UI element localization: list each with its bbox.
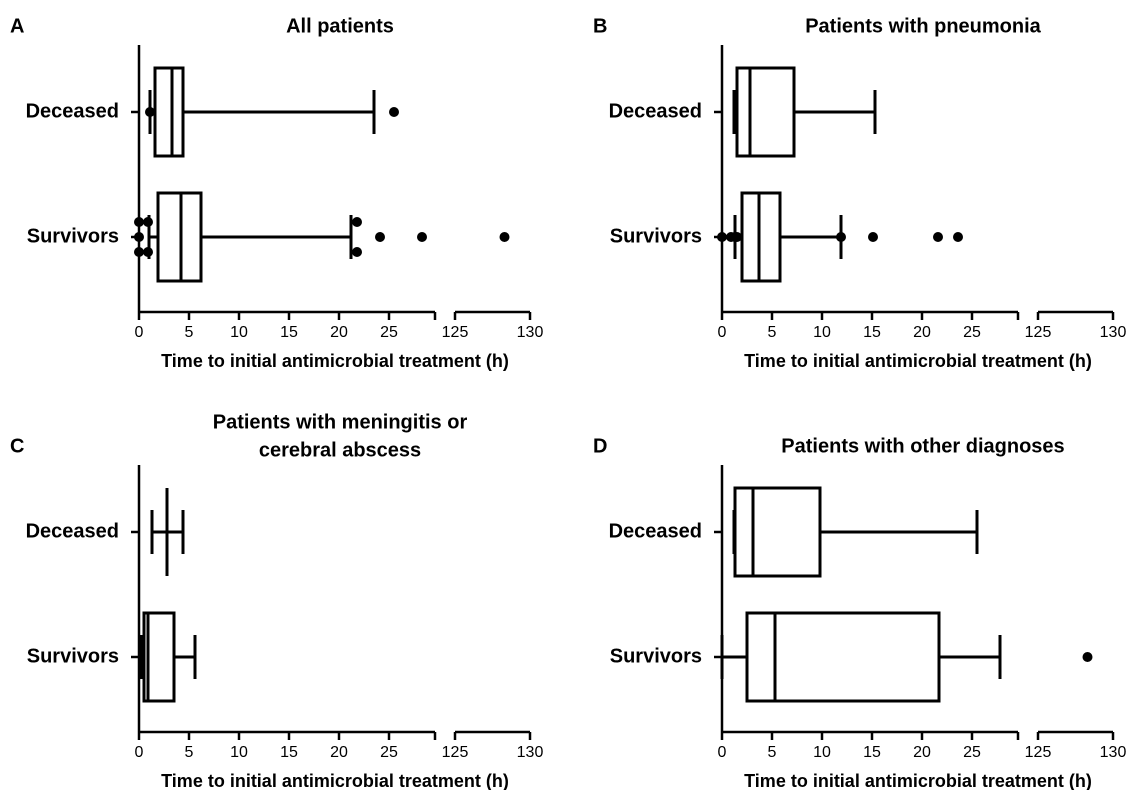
x-tick-label: 25: [380, 744, 398, 761]
x-tick-label: 20: [913, 744, 931, 761]
outlier: [389, 107, 399, 117]
outlier: [375, 232, 385, 242]
panel-title: Patients with meningitis or: [213, 411, 468, 433]
x-tick-label: 25: [963, 324, 981, 341]
outlier: [953, 232, 963, 242]
outlier: [134, 217, 144, 227]
x-tick-label: 5: [185, 324, 194, 341]
x-tick-label: 25: [963, 744, 981, 761]
x-axis-label: Time to initial antimicrobial treatment …: [744, 351, 1092, 371]
x-tick-label: 20: [330, 744, 348, 761]
panel: A All patients 0 5 10 15 20 25 125 130 Time to ini…: [10, 15, 543, 370]
y-tick-label: Deceased: [609, 520, 702, 542]
x-tick-label: 10: [230, 744, 248, 761]
x-tick-label: 10: [813, 744, 831, 761]
panel-title: Patients with other diagnoses: [781, 435, 1064, 457]
panel-label: A: [10, 15, 24, 37]
x-axis-label: Time to initial antimicrobial treatment …: [744, 771, 1092, 790]
panel-title: cerebral abscess: [259, 439, 421, 461]
x-tick-label: 0: [718, 324, 727, 341]
panel-label: D: [593, 435, 607, 457]
panel-label: B: [593, 15, 607, 37]
y-tick-label: Deceased: [26, 520, 119, 542]
x-tick-label: 20: [330, 324, 348, 341]
x-tick-label: 15: [280, 744, 298, 761]
outlier: [933, 232, 943, 242]
x-tick-label: 20: [913, 324, 931, 341]
box: [735, 66, 796, 158]
x-tick-label: 25: [380, 324, 398, 341]
x-axis-label: Time to initial antimicrobial treatment …: [161, 351, 509, 371]
outlier: [145, 107, 155, 117]
panel: D Patients with other diagnoses 0 5 10 15 20 25…: [593, 435, 1126, 790]
y-tick-label: Survivors: [610, 645, 702, 667]
box: [740, 191, 782, 283]
box: [733, 486, 822, 578]
x-tick-label: 10: [230, 324, 248, 341]
x-tick-label: 125: [442, 324, 469, 341]
panel: C Patients with meningitis or cerebral abs…: [10, 411, 543, 790]
outlier: [352, 217, 362, 227]
x-tick-label: 130: [517, 744, 544, 761]
outlier: [134, 232, 144, 242]
x-tick-label: 0: [135, 744, 144, 761]
y-tick-label: Survivors: [610, 225, 702, 247]
panel: B Patients with pneumonia 0 5 10 15 20 25 125 130…: [593, 15, 1126, 370]
x-tick-label: 15: [280, 324, 298, 341]
outlier: [143, 247, 153, 257]
y-tick-label: Survivors: [27, 645, 119, 667]
outlier: [417, 232, 427, 242]
x-tick-label: 125: [442, 744, 469, 761]
y-tick-label: Deceased: [609, 100, 702, 122]
x-tick-label: 130: [517, 324, 544, 341]
outlier: [732, 232, 742, 242]
y-tick-label: Survivors: [27, 225, 119, 247]
panel-label: C: [10, 435, 24, 457]
outlier: [134, 247, 144, 257]
y-tick-label: Deceased: [26, 100, 119, 122]
x-tick-label: 10: [813, 324, 831, 341]
outlier: [868, 232, 878, 242]
x-tick-label: 5: [768, 324, 777, 341]
outlier: [717, 232, 727, 242]
outlier: [1082, 652, 1093, 662]
outlier: [836, 232, 846, 242]
x-tick-label: 0: [135, 324, 144, 341]
x-tick-label: 130: [1100, 324, 1127, 341]
x-tick-label: 125: [1025, 744, 1052, 761]
outlier: [143, 217, 153, 227]
panel-title: All patients: [286, 15, 394, 37]
x-tick-label: 130: [1100, 744, 1127, 761]
x-tick-label: 5: [185, 744, 194, 761]
x-tick-label: 0: [718, 744, 727, 761]
outlier: [499, 232, 510, 242]
box: [153, 66, 185, 158]
x-tick-label: 15: [863, 324, 881, 341]
x-tick-label: 125: [1025, 324, 1052, 341]
x-axis-label: Time to initial antimicrobial treatment …: [161, 771, 509, 790]
x-tick-label: 5: [768, 744, 777, 761]
box: [745, 611, 941, 703]
panel-title: Patients with pneumonia: [805, 15, 1041, 37]
box: [142, 611, 176, 703]
outlier: [352, 247, 362, 257]
x-tick-label: 15: [863, 744, 881, 761]
